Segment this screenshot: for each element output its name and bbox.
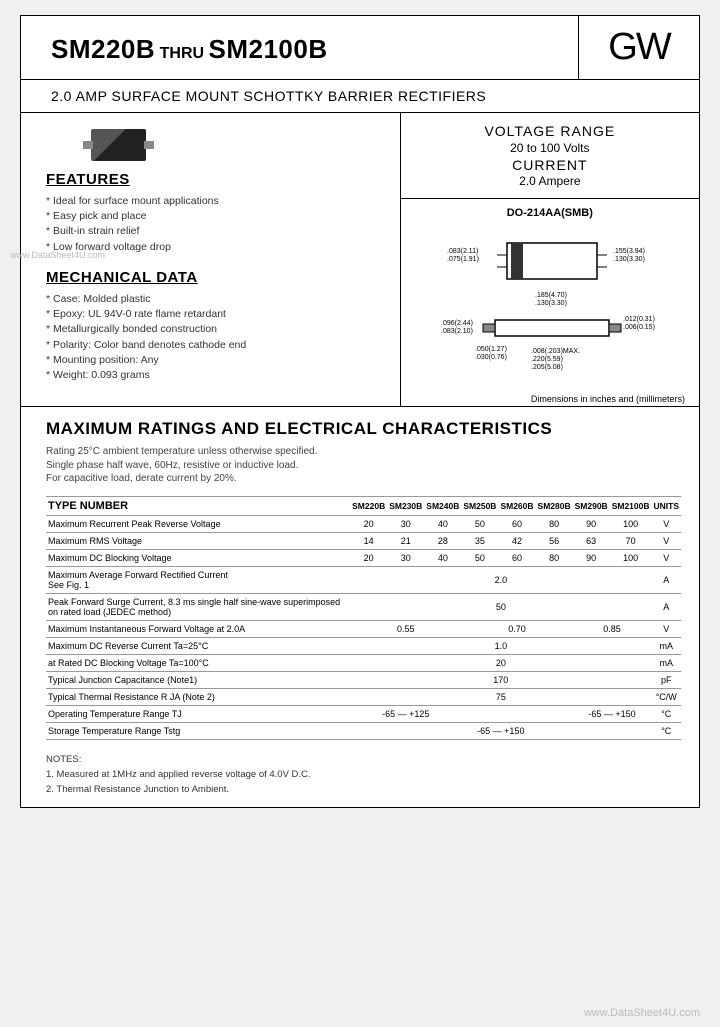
watermark-left: www.DataSheet4U.com <box>10 250 105 260</box>
mechanical-item: Epoxy: UL 94V-0 rate flame retardant <box>46 307 382 322</box>
thru-text: THRU <box>160 45 204 62</box>
ratings-header-row: TYPE NUMBERSM220BSM230BSM240BSM250BSM260… <box>46 496 681 515</box>
features-list: Ideal for surface mount applicationsEasy… <box>46 194 382 255</box>
package-image <box>91 129 146 161</box>
ratings-section: MAXIMUM RATINGS AND ELECTRICAL CHARACTER… <box>21 407 699 807</box>
logo-text: GW <box>608 26 669 69</box>
dimensions-note: Dimensions in inches and (millimeters) <box>407 394 693 404</box>
svg-text:.050(1.27).030(0.76): .050(1.27).030(0.76) <box>475 346 507 361</box>
datasheet-page: SM220B THRU SM2100B GW 2.0 AMP SURFACE M… <box>20 15 700 808</box>
current-value: 2.0 Ampere <box>407 174 693 188</box>
features-heading: FEATURES <box>46 171 382 188</box>
package-name: DO-214AA(SMB) <box>407 207 693 219</box>
mechanical-item: Weight: 0.093 grams <box>46 368 382 383</box>
table-row: Operating Temperature Range TJ-65 — +125… <box>46 705 681 722</box>
ratings-body: Maximum Recurrent Peak Reverse Voltage20… <box>46 515 681 739</box>
mid-row: FEATURES Ideal for surface mount applica… <box>21 113 699 407</box>
table-row: Typical Thermal Resistance R JA (Note 2)… <box>46 688 681 705</box>
logo-cell: GW <box>579 16 699 79</box>
voltage-value: 20 to 100 Volts <box>407 141 693 155</box>
title-cell: SM220B THRU SM2100B <box>21 16 579 79</box>
table-row: Typical Junction Capacitance (Note1)170p… <box>46 671 681 688</box>
specs-box: VOLTAGE RANGE 20 to 100 Volts CURRENT 2.… <box>401 113 699 199</box>
svg-text:.155(3.94).130(3.30): .155(3.94).130(3.30) <box>613 248 645 263</box>
table-row: Maximum Recurrent Peak Reverse Voltage20… <box>46 515 681 532</box>
table-row: Maximum Average Forward Rectified Curren… <box>46 566 681 593</box>
svg-text:.012(0.31).006(0.15): .012(0.31).006(0.15) <box>623 316 655 331</box>
mechanical-item: Case: Molded plastic <box>46 292 382 307</box>
mechanical-item: Polarity: Color band denotes cathode end <box>46 338 382 353</box>
feature-item: Built-in strain relief <box>46 224 382 239</box>
note-item: 1. Measured at 1MHz and applied reverse … <box>46 767 681 782</box>
package-svg: .083(2.11).075(1.91) .155(3.94).130(3.30… <box>435 225 665 390</box>
svg-text:.096(2.44).083(2.10): .096(2.44).083(2.10) <box>441 320 473 335</box>
ratings-note: Rating 25°C ambient temperature unless o… <box>46 445 681 486</box>
table-row: Maximum DC Reverse Current Ta=25°C1.0mA <box>46 637 681 654</box>
voltage-label: VOLTAGE RANGE <box>407 123 693 139</box>
table-row: Maximum RMS Voltage1421283542566370V <box>46 532 681 549</box>
feature-item: Easy pick and place <box>46 209 382 224</box>
header-row: SM220B THRU SM2100B GW <box>21 16 699 80</box>
part-from: SM220B <box>51 34 155 64</box>
right-column: VOLTAGE RANGE 20 to 100 Volts CURRENT 2.… <box>401 113 699 406</box>
mechanical-heading: MECHANICAL DATA <box>46 269 382 286</box>
table-row: at Rated DC Blocking Voltage Ta=100°C20m… <box>46 654 681 671</box>
package-box: DO-214AA(SMB) .083(2.11).075(1.91) .155(… <box>401 199 699 406</box>
mechanical-item: Metallurgically bonded construction <box>46 322 382 337</box>
svg-text:.008(.203)MAX..220(5.59).205(5: .008(.203)MAX..220(5.59).205(5.08) <box>531 348 580 371</box>
subtitle: 2.0 AMP SURFACE MOUNT SCHOTTKY BARRIER R… <box>21 80 699 113</box>
table-row: Peak Forward Surge Current, 8.3 ms singl… <box>46 593 681 620</box>
table-row: Maximum DC Blocking Voltage2030405060809… <box>46 549 681 566</box>
svg-text:.185(4.70).130(3.30): .185(4.70).130(3.30) <box>535 292 567 307</box>
note-item: 2. Thermal Resistance Junction to Ambien… <box>46 782 681 797</box>
table-row: Storage Temperature Range Tstg-65 — +150… <box>46 722 681 739</box>
notes-section: NOTES: 1. Measured at 1MHz and applied r… <box>46 752 681 798</box>
svg-text:.083(2.11).075(1.91): .083(2.11).075(1.91) <box>447 248 479 263</box>
ratings-heading: MAXIMUM RATINGS AND ELECTRICAL CHARACTER… <box>46 419 681 439</box>
package-diagram: .083(2.11).075(1.91) .155(3.94).130(3.30… <box>407 225 693 390</box>
table-row: Maximum Instantaneous Forward Voltage at… <box>46 620 681 637</box>
watermark-right: www.DataSheet4U.com <box>584 1007 700 1019</box>
mechanical-item: Mounting position: Any <box>46 353 382 368</box>
part-to: SM2100B <box>209 34 328 64</box>
mechanical-list: Case: Molded plasticEpoxy: UL 94V-0 rate… <box>46 292 382 383</box>
notes-heading: NOTES: <box>46 752 681 767</box>
feature-item: Ideal for surface mount applications <box>46 194 382 209</box>
ratings-table: TYPE NUMBERSM220BSM230BSM240BSM250BSM260… <box>46 496 681 740</box>
current-label: CURRENT <box>407 157 693 173</box>
